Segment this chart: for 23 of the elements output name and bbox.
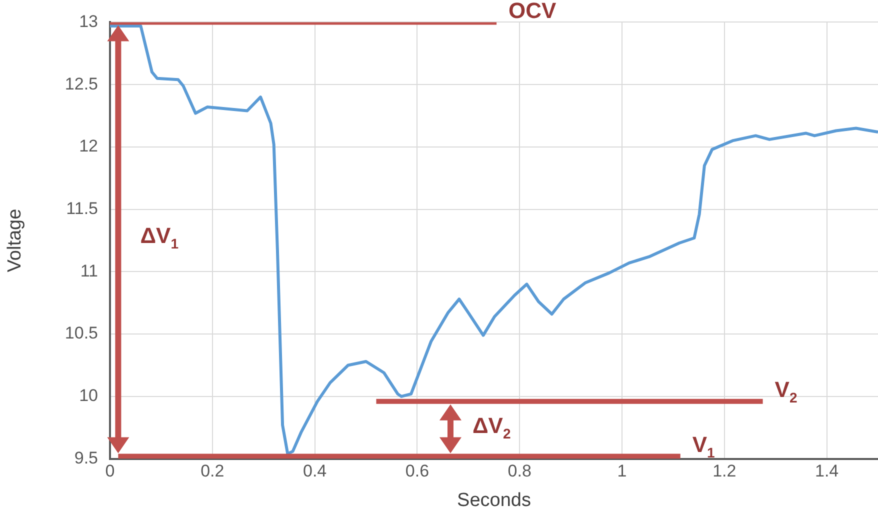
x-tick-label: 0.8 xyxy=(508,462,532,481)
y-tick-label: 12.5 xyxy=(64,74,98,94)
annotation: ΔV$_{1}$ xyxy=(140,223,178,252)
y-tick-label: 13 xyxy=(79,12,98,31)
y-tick-label: 11.5 xyxy=(66,199,98,218)
x-tick-label: 0.6 xyxy=(405,462,430,481)
annotation: ΔV$_{2}$ xyxy=(472,412,511,442)
x-axis-title: Seconds xyxy=(457,490,531,511)
series-label: V$_{2}$ xyxy=(774,377,798,406)
x-tick-label: 0 xyxy=(105,462,115,481)
series-label: OCV xyxy=(508,0,556,24)
y-tick-label: 10 xyxy=(79,386,98,406)
y-tick-label: 11 xyxy=(80,261,98,280)
x-tick-label: 0.2 xyxy=(200,462,224,481)
series-label: V$_{1}$ xyxy=(692,432,715,461)
y-axis-title: Voltage xyxy=(4,208,26,272)
y-tick-label: 10.5 xyxy=(64,324,98,343)
y-tick-label: 12 xyxy=(79,136,98,156)
x-tick-label: 1.4 xyxy=(814,462,839,481)
x-tick-label: 1 xyxy=(617,462,627,481)
y-tick-label: 9.5 xyxy=(74,448,98,468)
x-tick-label: 0.4 xyxy=(302,462,327,481)
x-tick-label: 1.2 xyxy=(712,462,736,481)
